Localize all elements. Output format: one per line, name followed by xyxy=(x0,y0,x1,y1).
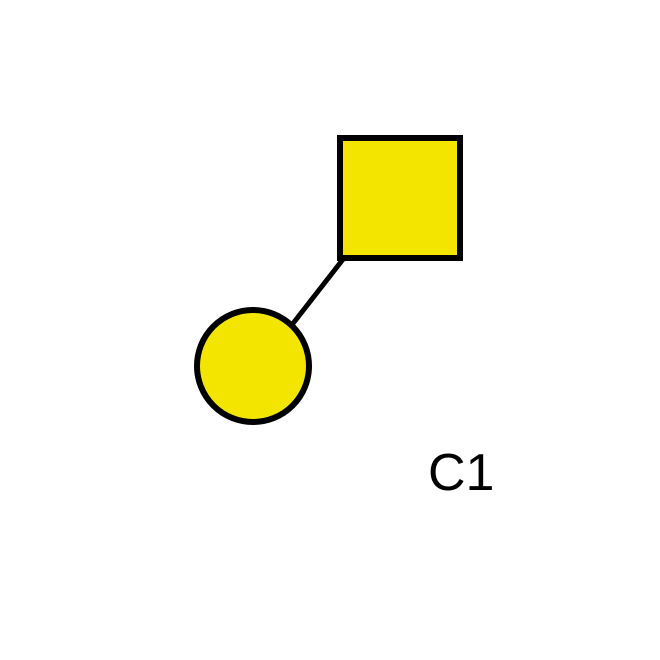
diagram-label: C1 xyxy=(428,444,494,502)
edge-circle-square xyxy=(291,258,344,326)
diagram-canvas: C1 xyxy=(0,0,660,660)
node-circle xyxy=(197,310,309,422)
node-square xyxy=(340,138,460,258)
